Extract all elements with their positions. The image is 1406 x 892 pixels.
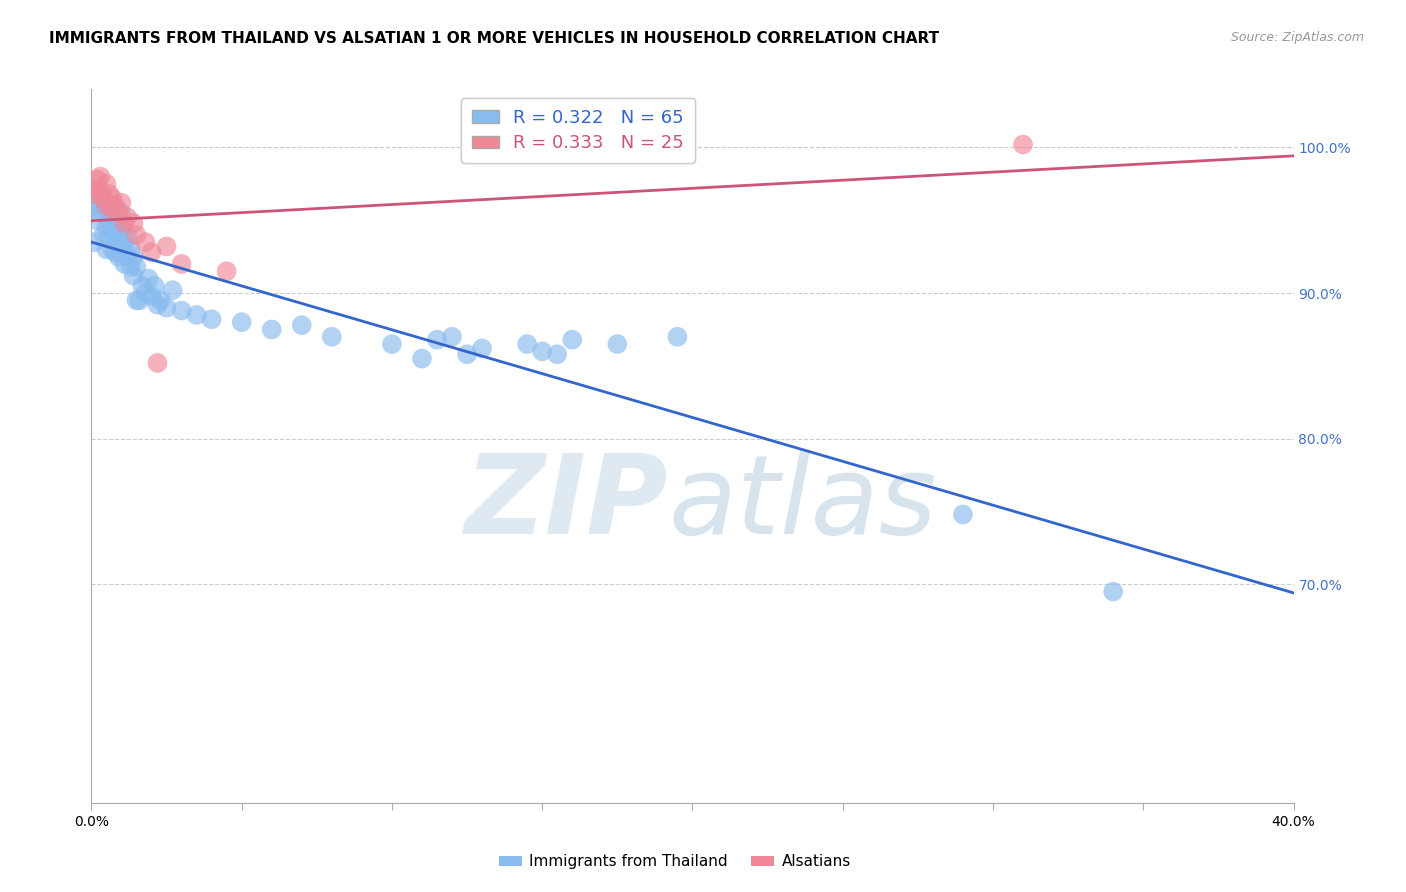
- Point: [110, 206, 132, 220]
- Point: [134, 235, 156, 249]
- Point: [101, 225, 124, 239]
- Point: [143, 278, 166, 293]
- Point: [89, 169, 111, 184]
- Point: [104, 220, 127, 235]
- Point: [666, 330, 689, 344]
- Point: [561, 333, 583, 347]
- Point: [83, 187, 105, 202]
- Point: [114, 257, 136, 271]
- Point: [96, 243, 118, 257]
- Point: [1012, 137, 1035, 152]
- Point: [125, 227, 148, 242]
- Point: [291, 318, 314, 332]
- Point: [426, 333, 449, 347]
- Point: [141, 245, 163, 260]
- Point: [117, 250, 139, 264]
- Point: [215, 264, 238, 278]
- Point: [606, 337, 628, 351]
- Point: [131, 278, 153, 293]
- Point: [260, 322, 283, 336]
- Point: [89, 184, 111, 198]
- Point: [96, 177, 118, 191]
- Point: [440, 330, 463, 344]
- Point: [101, 199, 124, 213]
- Point: [83, 235, 105, 249]
- Point: [93, 195, 115, 210]
- Point: [138, 271, 160, 285]
- Point: [96, 220, 118, 235]
- Point: [531, 344, 554, 359]
- Point: [117, 211, 139, 225]
- Text: IMMIGRANTS FROM THAILAND VS ALSATIAN 1 OR MORE VEHICLES IN HOUSEHOLD CORRELATION: IMMIGRANTS FROM THAILAND VS ALSATIAN 1 O…: [49, 31, 939, 46]
- Point: [122, 216, 145, 230]
- Point: [114, 235, 136, 249]
- Point: [98, 187, 121, 202]
- Point: [122, 250, 145, 264]
- Point: [134, 286, 156, 301]
- Point: [1102, 584, 1125, 599]
- Point: [96, 202, 118, 216]
- Point: [96, 199, 118, 213]
- Point: [101, 191, 124, 205]
- Point: [128, 293, 150, 308]
- Point: [201, 312, 224, 326]
- Point: [86, 199, 108, 213]
- Point: [93, 191, 115, 205]
- Point: [110, 239, 132, 253]
- Text: Source: ZipAtlas.com: Source: ZipAtlas.com: [1230, 31, 1364, 45]
- Point: [952, 508, 974, 522]
- Point: [231, 315, 253, 329]
- Point: [101, 243, 124, 257]
- Point: [101, 202, 124, 216]
- Point: [170, 303, 193, 318]
- Point: [381, 337, 404, 351]
- Text: atlas: atlas: [668, 450, 936, 557]
- Point: [411, 351, 433, 366]
- Point: [117, 231, 139, 245]
- Point: [516, 337, 538, 351]
- Point: [104, 245, 127, 260]
- Point: [155, 301, 177, 315]
- Point: [149, 293, 172, 308]
- Legend: R = 0.322   N = 65, R = 0.333   N = 25: R = 0.322 N = 65, R = 0.333 N = 25: [461, 98, 695, 163]
- Point: [170, 257, 193, 271]
- Point: [89, 206, 111, 220]
- Point: [125, 293, 148, 308]
- Point: [107, 206, 129, 220]
- Point: [98, 206, 121, 220]
- Point: [155, 239, 177, 253]
- Point: [321, 330, 343, 344]
- Point: [93, 227, 115, 242]
- Point: [86, 181, 108, 195]
- Point: [110, 220, 132, 235]
- Point: [546, 347, 568, 361]
- Text: ZIP: ZIP: [465, 450, 668, 557]
- Point: [120, 260, 142, 274]
- Point: [120, 243, 142, 257]
- Point: [456, 347, 478, 361]
- Point: [122, 268, 145, 283]
- Point: [86, 172, 108, 186]
- Point: [141, 289, 163, 303]
- Point: [125, 260, 148, 274]
- Point: [471, 342, 494, 356]
- Point: [186, 308, 208, 322]
- Legend: Immigrants from Thailand, Alsatians: Immigrants from Thailand, Alsatians: [494, 848, 856, 875]
- Point: [114, 216, 136, 230]
- Point: [146, 298, 169, 312]
- Point: [89, 191, 111, 205]
- Point: [146, 356, 169, 370]
- Point: [110, 195, 132, 210]
- Point: [98, 231, 121, 245]
- Point: [104, 199, 127, 213]
- Point: [107, 227, 129, 242]
- Point: [86, 213, 108, 227]
- Point: [89, 199, 111, 213]
- Point: [107, 250, 129, 264]
- Point: [162, 283, 184, 297]
- Point: [98, 213, 121, 227]
